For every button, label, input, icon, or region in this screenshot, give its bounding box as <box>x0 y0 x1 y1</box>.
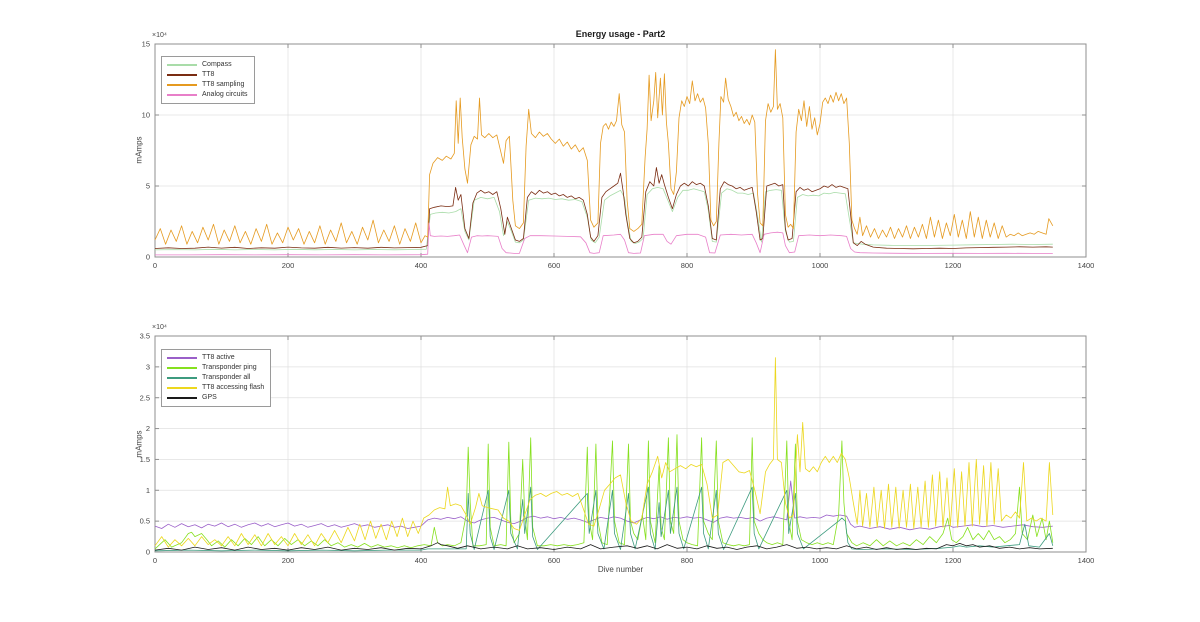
legend-label: GPS <box>202 394 217 401</box>
y-tick-label: 2 <box>146 424 150 433</box>
axes-box <box>154 335 1087 553</box>
y-tick-label: 0 <box>146 253 150 262</box>
x-tick-label: 1200 <box>945 556 962 565</box>
y-tick-label: 15 <box>142 40 150 49</box>
legend-line-sample <box>167 84 197 86</box>
legend-label: Transponder ping <box>202 364 257 371</box>
top-ylabel: mAmps <box>134 136 144 164</box>
x-tick-label: 1400 <box>1078 556 1095 565</box>
legend-line-sample <box>167 94 197 96</box>
chart-title: Energy usage - Part2 <box>575 29 666 39</box>
legend-item-compass: Compass <box>167 60 248 70</box>
y-tick-label: 2.5 <box>140 393 150 402</box>
bottom-legend: TT8 active Transponder ping Transponder al… <box>161 349 272 407</box>
series-line-tt8 <box>154 167 1053 250</box>
legend-label: Compass <box>202 61 232 68</box>
axes-box <box>154 43 1087 258</box>
series-line-compass <box>154 187 1053 251</box>
series-line-gps <box>154 542 1053 551</box>
series-line-transponder-all <box>154 486 1054 552</box>
x-tick-label: 0 <box>153 556 157 565</box>
legend-item-tt8: TT8 <box>167 70 248 80</box>
y-tick-label: 1 <box>146 486 150 495</box>
legend-label: TT8 accessing flash <box>202 384 265 391</box>
legend-item-tt8-accessing-flash: TT8 accessing flash <box>167 383 264 393</box>
legend-label: Analog circuits <box>202 91 248 98</box>
x-tick-label: 800 <box>681 261 694 270</box>
bottom-ylabel: mAmps <box>134 430 144 458</box>
legend-item-gps: GPS <box>167 393 264 403</box>
legend-line-sample <box>167 367 197 369</box>
legend-item-transponder-all: Transponder all <box>167 373 264 383</box>
y-tick-label: 3 <box>146 362 150 371</box>
series-line-tt8-active <box>154 480 1053 531</box>
y-tick-label: 10 <box>142 111 150 120</box>
legend-item-transponder-ping: Transponder ping <box>167 363 264 373</box>
y-tick-label: 0 <box>146 548 150 557</box>
x-tick-label: 800 <box>681 556 694 565</box>
legend-line-sample <box>167 74 197 76</box>
x-tick-label: 600 <box>548 556 561 565</box>
legend-line-sample <box>167 387 197 389</box>
legend-item-tt8-active: TT8 active <box>167 353 264 363</box>
x-tick-label: 600 <box>548 261 561 270</box>
legend-item-analog-circuits: Analog circuits <box>167 90 248 100</box>
top-legend: Compass TT8 TT8 sampling Analog circuits <box>161 56 255 104</box>
legend-item-tt8-sampling: TT8 sampling <box>167 80 248 90</box>
series-line-tt8-sampling <box>154 49 1054 245</box>
legend-line-sample <box>167 377 197 379</box>
legend-label: TT8 sampling <box>202 81 245 88</box>
legend-label: TT8 active <box>202 354 235 361</box>
legend-line-sample <box>167 357 197 359</box>
x-tick-label: 1200 <box>945 261 962 270</box>
x-tick-label: 400 <box>415 261 428 270</box>
bottom-y-exponent-label: ×10⁴ <box>152 324 167 331</box>
x-tick-label: 1000 <box>812 261 829 270</box>
legend-line-sample <box>167 397 197 399</box>
legend-line-sample <box>167 64 197 66</box>
x-tick-label: 200 <box>282 556 295 565</box>
series-line-analog-circuits <box>155 222 1053 256</box>
legend-label: TT8 <box>202 71 215 78</box>
x-tick-label: 200 <box>282 261 295 270</box>
x-tick-label: 0 <box>153 261 157 270</box>
y-tick-label: 3.5 <box>140 332 150 341</box>
y-tick-label: 0.5 <box>140 517 150 526</box>
series-line-transponder-ping <box>154 434 1054 550</box>
x-tick-label: 1000 <box>812 556 829 565</box>
top-y-exponent-label: ×10⁴ <box>152 32 167 39</box>
xlabel: Dive number <box>597 565 644 574</box>
x-tick-label: 400 <box>415 556 428 565</box>
y-tick-label: 5 <box>146 182 150 191</box>
series-line-tt8-accessing-flash <box>154 357 1054 548</box>
y-tick-label: 1.5 <box>140 455 150 464</box>
legend-label: Transponder all <box>202 374 251 381</box>
x-tick-label: 1400 <box>1078 261 1095 270</box>
